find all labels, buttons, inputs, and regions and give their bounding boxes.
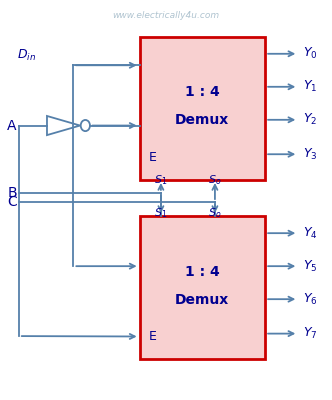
Text: A: A [7,118,17,132]
Text: $S_o$: $S_o$ [208,206,222,220]
Text: $S_o$: $S_o$ [208,173,222,187]
Bar [139,36,265,180]
Text: B: B [7,186,17,200]
Text: $Y_3$: $Y_3$ [303,147,318,162]
Text: Demux: Demux [175,113,229,127]
Text: $S_1$: $S_1$ [154,173,168,187]
Text: 1 : 4: 1 : 4 [185,265,220,279]
Text: E: E [149,330,157,343]
Text: Demux: Demux [175,293,229,307]
Text: $Y_6$: $Y_6$ [303,292,318,307]
Bar [139,216,265,360]
Text: $Y_7$: $Y_7$ [303,326,318,341]
Text: $D_{in}$: $D_{in}$ [17,48,36,63]
Text: E: E [149,151,157,164]
Text: 1 : 4: 1 : 4 [185,85,220,99]
Text: $Y_1$: $Y_1$ [303,79,318,94]
Text: $Y_0$: $Y_0$ [303,46,318,61]
Text: www.electrically4u.com: www.electrically4u.com [113,11,219,20]
Text: $Y_4$: $Y_4$ [303,226,318,241]
Text: $S_1$: $S_1$ [154,206,168,220]
Text: C: C [7,195,17,209]
Text: $Y_5$: $Y_5$ [303,259,318,274]
Text: $Y_2$: $Y_2$ [303,112,317,127]
